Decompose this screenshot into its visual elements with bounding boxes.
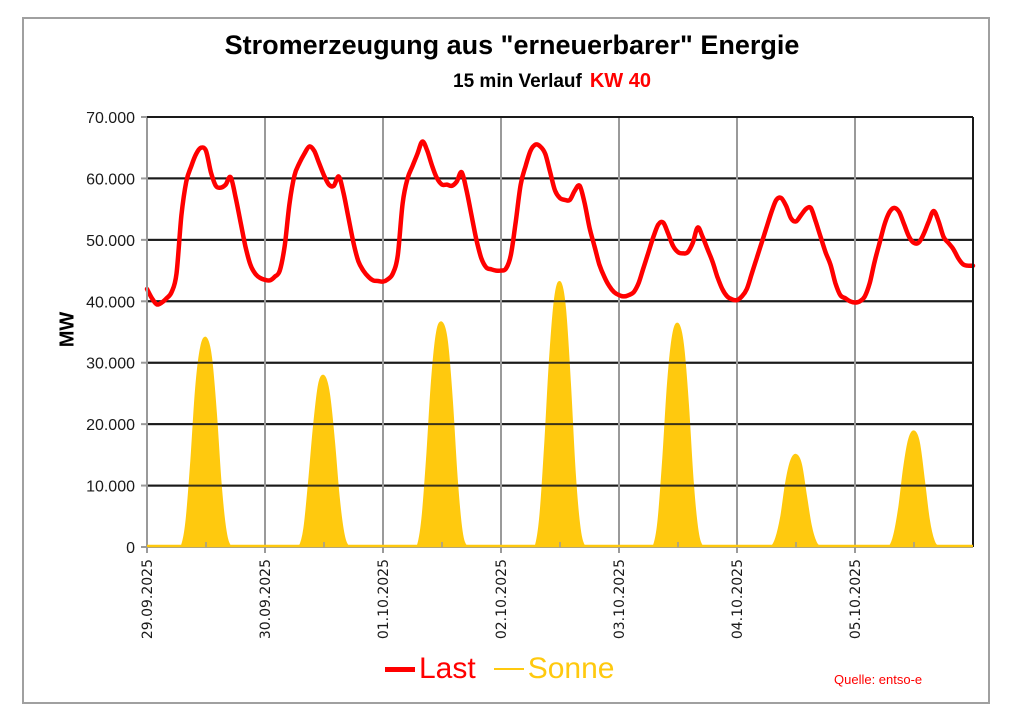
series-sonne-area	[147, 280, 973, 548]
legend-label-last: Last	[419, 652, 476, 685]
x-tick-label: 02.10.2025	[494, 559, 510, 639]
x-tick-label: 05.10.2025	[848, 559, 864, 639]
series-last-line	[144, 139, 976, 307]
x-tick-label: 29.09.2025	[140, 559, 156, 639]
x-tick-label: 04.10.2025	[730, 559, 746, 639]
subtitle-text: 15 min Verlauf	[453, 71, 582, 92]
y-tick-label: 20.000	[86, 417, 135, 434]
y-tick-label: 60.000	[86, 171, 135, 188]
legend-item-last: Last	[385, 652, 476, 686]
subtitle-week: KW 40	[589, 70, 651, 92]
y-tick-label: 70.000	[86, 110, 135, 127]
y-tick-label: 30.000	[86, 356, 135, 373]
chart-subtitle: 15 min Verlauf KW 40	[0, 70, 1024, 93]
source-note: Quelle: entso-e	[834, 672, 923, 687]
x-tick-label: 03.10.2025	[612, 559, 628, 639]
chart-frame	[22, 17, 990, 704]
y-tick-label: 50.000	[86, 233, 135, 250]
legend: Last Sonne	[385, 652, 632, 686]
legend-swatch-last	[385, 666, 415, 672]
y-tick-label: 0	[126, 540, 135, 557]
y-tick-label: 40.000	[86, 294, 135, 311]
legend-swatch-sonne	[493, 668, 524, 670]
x-tick-label: 30.09.2025	[258, 559, 274, 639]
x-tick-label: 01.10.2025	[376, 559, 392, 639]
legend-label-sonne: Sonne	[527, 652, 615, 685]
legend-item-sonne: Sonne	[493, 652, 615, 686]
chart-title: Stromerzeugung aus "erneuerbarer" Energi…	[224, 30, 800, 60]
y-tick-label: 10.000	[86, 479, 135, 496]
